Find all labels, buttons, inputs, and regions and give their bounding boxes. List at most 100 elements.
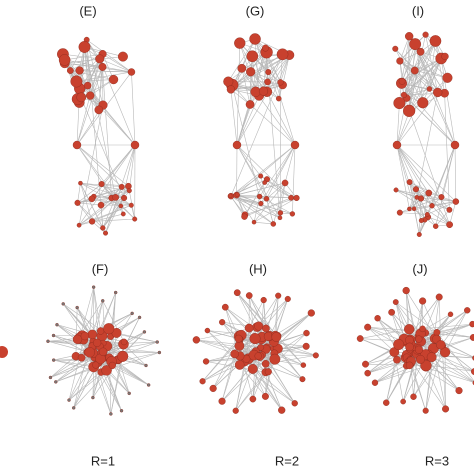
edge	[236, 144, 281, 218]
edge	[435, 209, 450, 227]
edge	[266, 54, 283, 92]
edge	[53, 359, 94, 368]
node	[234, 341, 245, 351]
edge	[76, 144, 129, 187]
edge	[91, 197, 116, 222]
edge	[427, 201, 456, 215]
edge	[236, 144, 267, 199]
edge	[403, 94, 450, 225]
node	[86, 91, 95, 100]
node	[447, 311, 454, 317]
node	[146, 383, 151, 387]
edge	[444, 310, 468, 353]
edge	[236, 91, 256, 146]
node	[435, 293, 443, 301]
edge	[249, 71, 251, 105]
edge	[435, 144, 456, 227]
node	[234, 192, 240, 197]
edge	[399, 36, 410, 62]
edge	[449, 201, 457, 225]
edge	[440, 58, 456, 146]
node	[71, 406, 76, 410]
edge	[259, 144, 296, 197]
edge	[92, 300, 104, 335]
edge	[418, 192, 430, 235]
edge	[84, 46, 116, 198]
edge	[254, 38, 280, 99]
edge	[374, 365, 427, 384]
node	[262, 180, 267, 185]
node	[58, 54, 71, 66]
edge	[396, 144, 410, 210]
edge	[408, 44, 416, 111]
node	[293, 194, 300, 202]
node	[70, 75, 83, 88]
edge	[255, 91, 296, 146]
node	[75, 66, 84, 75]
edge	[236, 54, 290, 146]
node	[80, 331, 90, 341]
node	[226, 85, 236, 94]
node	[227, 193, 233, 199]
node	[410, 393, 417, 400]
edge	[228, 38, 256, 82]
node	[263, 196, 270, 202]
node	[98, 62, 107, 71]
node	[88, 195, 96, 203]
node	[72, 334, 83, 344]
node	[264, 368, 272, 376]
edge	[236, 95, 260, 146]
edge	[236, 144, 296, 196]
edge	[422, 328, 474, 338]
edge	[207, 330, 235, 355]
edge	[266, 91, 296, 146]
edge	[399, 60, 430, 90]
node	[192, 336, 201, 344]
node	[275, 292, 282, 299]
edge	[409, 181, 429, 194]
node	[388, 308, 396, 316]
node	[245, 100, 255, 109]
node	[258, 200, 264, 207]
nodes	[46, 31, 474, 416]
node	[416, 232, 422, 237]
node	[417, 97, 429, 109]
edge	[429, 88, 456, 146]
node	[54, 380, 58, 384]
node	[100, 225, 106, 231]
node	[251, 219, 257, 225]
edge	[253, 182, 286, 223]
edge	[239, 42, 283, 86]
node	[97, 201, 105, 209]
node	[469, 334, 474, 341]
node	[101, 299, 105, 303]
panel-label: (F)	[92, 261, 109, 276]
node	[432, 223, 439, 229]
node	[144, 363, 148, 368]
edge	[444, 93, 450, 210]
node	[76, 222, 82, 228]
node	[118, 203, 124, 209]
node	[237, 63, 247, 73]
node	[121, 194, 128, 202]
node	[409, 38, 422, 51]
edge	[64, 59, 103, 68]
panel-label: (I)	[412, 3, 424, 18]
edge	[239, 42, 264, 92]
node	[393, 187, 399, 193]
node	[254, 352, 262, 360]
edge	[77, 202, 93, 222]
edge	[230, 89, 238, 146]
node	[289, 211, 296, 217]
node	[405, 342, 414, 352]
edge	[413, 351, 446, 397]
edge	[244, 197, 292, 217]
node	[245, 292, 253, 299]
edge	[395, 189, 450, 225]
edge	[418, 336, 474, 383]
node	[249, 333, 261, 345]
edge	[99, 58, 132, 73]
node	[223, 76, 234, 87]
node	[221, 303, 229, 311]
